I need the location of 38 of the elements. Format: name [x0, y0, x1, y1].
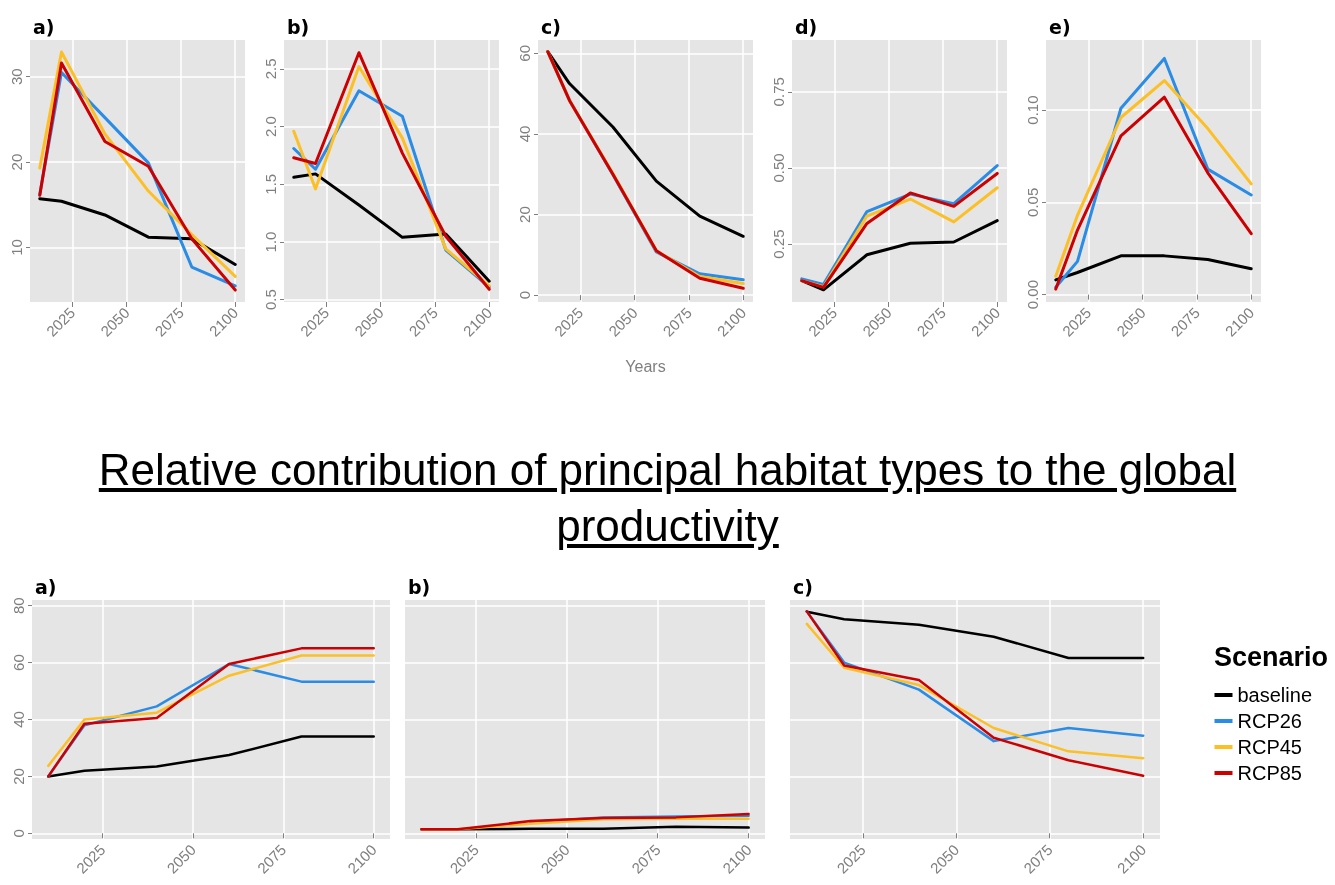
chart-title: c): [793, 575, 813, 598]
y-tick-label: 0.10: [1024, 95, 1041, 125]
legend-label: RCP26: [1237, 710, 1302, 732]
y-tick-label: 2.0: [262, 116, 279, 137]
y-tick-label: 20: [10, 768, 27, 785]
y-tick-label: 60: [10, 654, 27, 671]
chart-title: a): [35, 575, 57, 598]
y-tick-label: 2.5: [262, 58, 279, 80]
legend-label: baseline: [1237, 684, 1313, 706]
y-tick-label: 1.5: [262, 173, 279, 195]
y-tick-label: 0.50: [770, 153, 787, 183]
y-tick-label: 0.25: [770, 229, 787, 259]
chart-title: a): [33, 15, 55, 38]
y-tick-label: 0.75: [770, 77, 787, 107]
x-axis-title: Years: [625, 357, 666, 375]
y-tick-label: 30: [8, 68, 25, 86]
y-tick-label: 1.0: [262, 231, 279, 253]
chart-title: b): [287, 15, 310, 38]
chart-title: c): [541, 15, 561, 38]
legend-label: RCP45: [1237, 736, 1302, 758]
y-tick-label: 0.5: [262, 289, 279, 311]
y-tick-label: 0.00: [1024, 280, 1041, 310]
y-tick-label: 60: [516, 44, 533, 62]
text: Relative contribution of principal habitat types to the global productivity: [97, 444, 1238, 552]
y-tick-label: 0: [516, 290, 533, 300]
chart-title: e): [1049, 15, 1071, 38]
legend-title: Scenario: [1213, 641, 1329, 672]
chart-title: b): [408, 575, 431, 598]
y-tick-label: 20: [516, 206, 533, 223]
y-tick-label: 40: [10, 711, 27, 728]
y-tick-label: 20: [8, 153, 25, 171]
y-tick-label: 0: [10, 829, 27, 838]
y-tick-label: 80: [10, 597, 27, 615]
y-tick-label: 0.05: [1024, 187, 1041, 217]
y-tick-label: 10: [8, 239, 25, 256]
legend-label: RCP85: [1237, 762, 1302, 784]
y-tick-label: 40: [516, 125, 533, 143]
chart-title: d): [795, 15, 818, 38]
